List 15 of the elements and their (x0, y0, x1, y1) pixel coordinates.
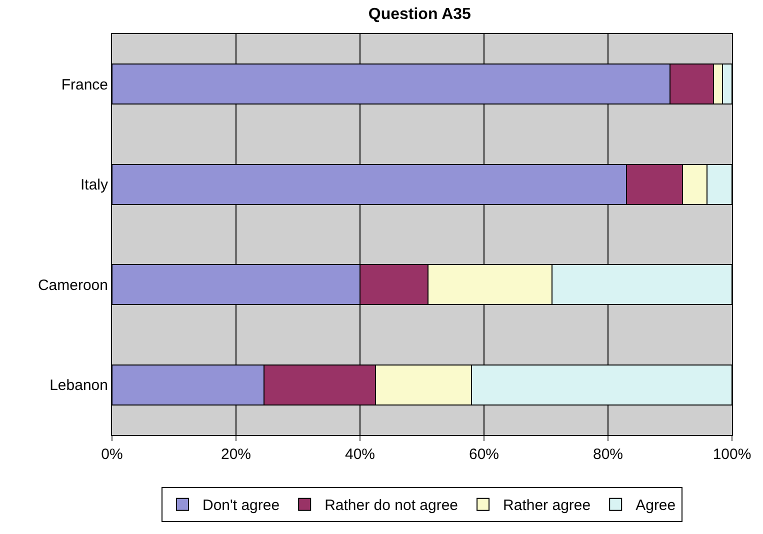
legend-label: Rather do not agree (324, 497, 458, 514)
y-tick-label: France (61, 76, 108, 94)
x-tick-label: 80% (592, 446, 624, 463)
x-tick-label: 0% (101, 446, 123, 463)
y-tick-label: Italy (80, 176, 108, 194)
x-tick-label: 60% (468, 446, 500, 463)
legend-label: Don't agree (202, 497, 280, 514)
legend-label: Agree (636, 497, 676, 514)
x-tick-label: 40% (344, 446, 376, 463)
y-tick-label: Cameroon (38, 276, 108, 294)
x-tick-label: 100% (712, 446, 752, 463)
chart-title: Question A35 (368, 6, 472, 24)
x-tick-label: 20% (220, 446, 252, 463)
y-tick-label: Lebanon (50, 377, 108, 394)
legend-label: Rather agree (503, 497, 591, 514)
